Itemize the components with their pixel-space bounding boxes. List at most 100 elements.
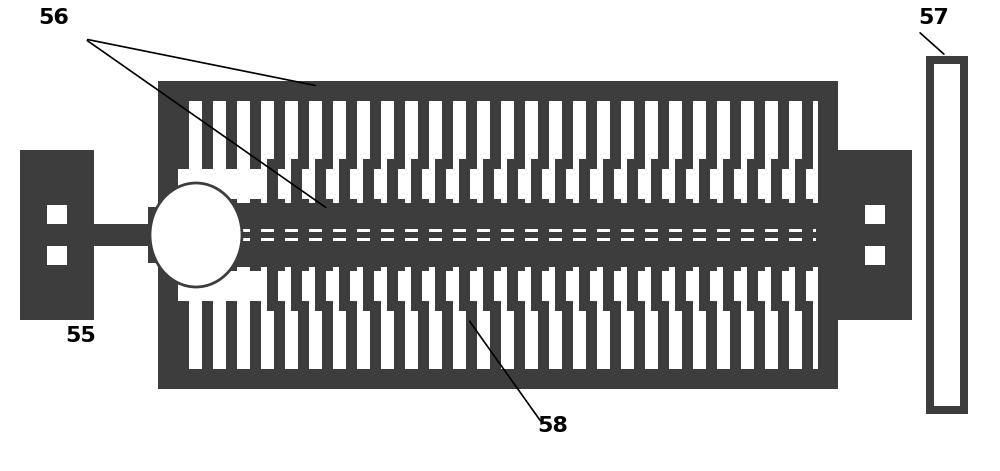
Bar: [682, 199, 693, 247]
Bar: [315, 159, 326, 207]
Bar: [466, 223, 477, 271]
Bar: [418, 301, 429, 369]
Bar: [838, 224, 885, 246]
Bar: [322, 223, 333, 271]
Bar: [158, 203, 838, 223]
Bar: [298, 101, 309, 169]
Bar: [250, 199, 261, 247]
Bar: [442, 101, 453, 169]
Bar: [818, 81, 838, 213]
Bar: [531, 263, 542, 306]
Bar: [778, 301, 789, 369]
Bar: [838, 246, 865, 320]
Bar: [250, 301, 261, 369]
Bar: [603, 263, 614, 311]
Bar: [514, 301, 525, 369]
Bar: [603, 164, 614, 207]
Bar: [394, 199, 405, 247]
Bar: [507, 263, 518, 311]
Bar: [538, 301, 549, 369]
Bar: [442, 301, 453, 369]
Bar: [706, 223, 717, 271]
Bar: [730, 101, 741, 169]
Bar: [148, 232, 838, 238]
Bar: [778, 199, 789, 247]
Bar: [250, 223, 261, 271]
Bar: [490, 199, 501, 247]
Bar: [754, 199, 765, 247]
Bar: [178, 199, 189, 247]
Bar: [586, 101, 597, 169]
Text: 56: 56: [38, 8, 69, 28]
Bar: [538, 199, 549, 247]
Bar: [586, 199, 597, 247]
Bar: [723, 159, 734, 207]
Bar: [442, 199, 453, 247]
Bar: [706, 199, 717, 247]
Bar: [634, 101, 645, 169]
Bar: [795, 159, 806, 207]
Bar: [627, 263, 638, 306]
Bar: [730, 223, 741, 271]
Bar: [682, 301, 693, 369]
Bar: [699, 159, 710, 207]
Bar: [411, 263, 422, 306]
Bar: [274, 101, 285, 169]
Bar: [20, 150, 47, 320]
Bar: [555, 263, 566, 306]
Bar: [603, 263, 614, 306]
Bar: [514, 223, 525, 271]
Bar: [730, 301, 741, 369]
Bar: [267, 263, 278, 311]
Bar: [387, 263, 398, 306]
Bar: [818, 257, 838, 389]
Bar: [885, 150, 912, 320]
Bar: [802, 199, 813, 247]
Bar: [274, 199, 285, 247]
Bar: [315, 263, 326, 306]
Bar: [250, 101, 261, 169]
Bar: [158, 81, 838, 101]
Bar: [148, 207, 838, 229]
Bar: [411, 263, 422, 311]
Ellipse shape: [150, 183, 242, 287]
Bar: [934, 64, 960, 406]
Bar: [202, 199, 213, 247]
Bar: [675, 263, 686, 306]
Bar: [363, 263, 374, 311]
Bar: [370, 199, 381, 247]
Bar: [675, 159, 686, 207]
Bar: [706, 301, 717, 369]
Bar: [490, 101, 501, 169]
Bar: [442, 223, 453, 271]
Bar: [466, 199, 477, 247]
Bar: [778, 223, 789, 271]
Bar: [514, 199, 525, 247]
Bar: [47, 265, 67, 320]
Bar: [531, 159, 542, 207]
Bar: [651, 263, 662, 311]
Bar: [802, 101, 813, 169]
Bar: [507, 159, 518, 207]
Bar: [747, 164, 758, 207]
Bar: [267, 159, 278, 207]
Bar: [339, 263, 350, 311]
Bar: [754, 223, 765, 271]
Bar: [754, 301, 765, 369]
Bar: [610, 199, 621, 247]
Bar: [274, 223, 285, 271]
Bar: [322, 101, 333, 169]
Bar: [226, 199, 237, 247]
Bar: [346, 301, 357, 369]
Bar: [339, 164, 350, 207]
Bar: [339, 159, 350, 207]
Bar: [627, 159, 638, 207]
Bar: [459, 159, 470, 207]
Bar: [47, 224, 94, 246]
Bar: [267, 263, 278, 306]
Bar: [67, 150, 94, 224]
Bar: [202, 223, 213, 271]
Bar: [579, 263, 590, 311]
Bar: [370, 223, 381, 271]
Bar: [658, 223, 669, 271]
